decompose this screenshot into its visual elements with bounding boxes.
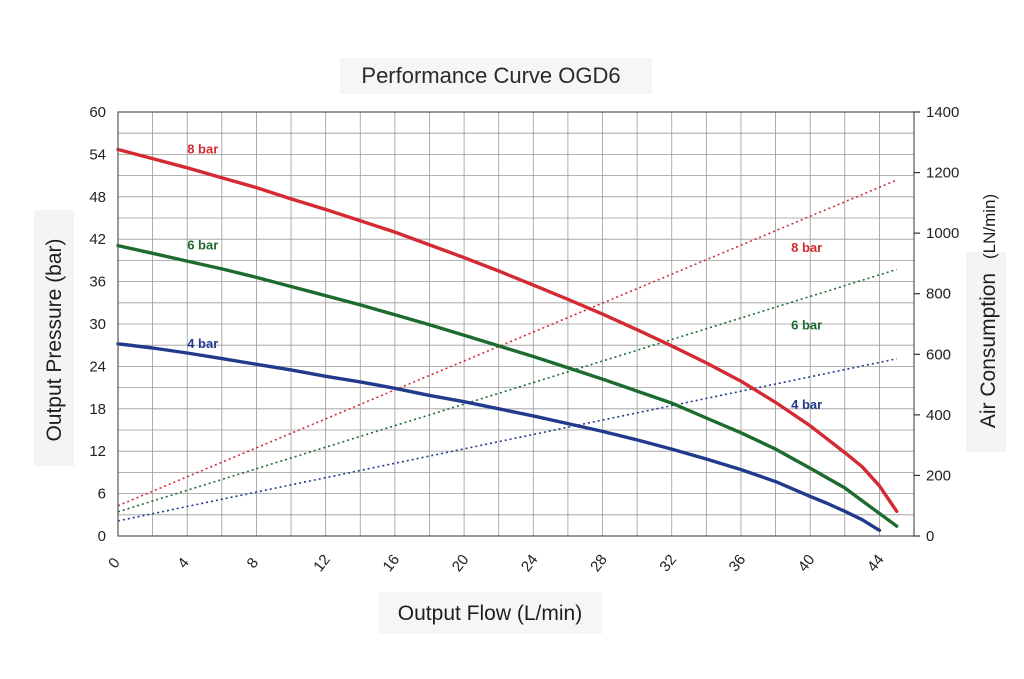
y-tick-label: 30: [89, 316, 106, 333]
air-consumption-lines: [117, 179, 898, 522]
air-series-label: 6 bar: [791, 318, 822, 333]
y2-tick-label: 800: [926, 286, 951, 303]
pressure-curve: [116, 147, 899, 513]
chart-title: Performance Curve OGD6: [361, 63, 620, 88]
y2-axis-label-main: Air Consumption: [977, 273, 1000, 428]
y-tick-label: 24: [89, 358, 106, 375]
y-tick-label: 48: [89, 189, 106, 206]
pressure-curve: [116, 342, 882, 532]
x-tick-label: 12: [310, 551, 334, 575]
y-tick-label: 6: [98, 486, 106, 503]
title-background: [340, 58, 652, 94]
y-tick-label: 18: [89, 401, 106, 418]
x-tick-label: 44: [864, 551, 888, 575]
y-tick-label: 60: [89, 104, 106, 121]
air-consumption-line: [117, 268, 897, 513]
y-tick-label: 36: [89, 274, 106, 291]
y2-tick-label: 600: [926, 346, 951, 363]
x-tick-label: 24: [518, 551, 542, 575]
y-tick-label: 42: [89, 231, 106, 248]
pressure-curves: [116, 147, 899, 532]
y2-axis-label-background: [966, 252, 1006, 452]
x-tick-label: 20: [449, 551, 473, 575]
plot-border: [117, 111, 915, 537]
air-series-label: 4 bar: [791, 397, 822, 412]
y2-tick-label: 400: [926, 407, 951, 424]
x-axis-label-background: [378, 592, 602, 634]
pressure-curve: [116, 243, 899, 528]
series-labels: 8 bar 6 bar 4 bar 8 bar 6 bar 4 bar: [187, 141, 822, 411]
y2-tick-label: 0: [926, 528, 934, 545]
y2-axis-label: Air Consumption (LN/min): [977, 194, 1000, 428]
pressure-series-label: 4 bar: [187, 336, 218, 351]
plot-frame: [117, 111, 920, 537]
y-tick-label: 0: [98, 528, 106, 545]
x-tick-label: 16: [379, 551, 403, 575]
x-axis-label: Output Flow (L/min): [398, 602, 582, 625]
x-tick-label: 40: [795, 551, 819, 575]
y2-tick-label: 1000: [926, 225, 959, 242]
x-tick-label: 8: [244, 555, 263, 572]
y2-tick-label: 1400: [926, 104, 959, 121]
x-tick-label: 0: [105, 555, 124, 572]
y2-axis-label-unit: (LN/min): [980, 194, 999, 259]
pressure-series-label: 8 bar: [187, 141, 218, 156]
x-tick-label: 4: [174, 555, 193, 572]
y2-tick-label: 1200: [926, 165, 959, 182]
x-tick-label: 36: [726, 551, 750, 575]
y-tick-label: 54: [89, 146, 106, 163]
y-tick-label: 12: [89, 443, 106, 460]
x-tick-label: 32: [656, 551, 680, 575]
air-consumption-line: [117, 358, 897, 522]
air-series-label: 8 bar: [791, 240, 822, 255]
pressure-series-label: 6 bar: [187, 238, 218, 253]
x-tick-label: 28: [587, 551, 611, 575]
y2-tick-label: 200: [926, 467, 951, 484]
air-consumption-line: [117, 179, 898, 507]
y-axis-label: Output Pressure (bar): [43, 238, 66, 441]
y-axis-label-background: [34, 210, 74, 466]
